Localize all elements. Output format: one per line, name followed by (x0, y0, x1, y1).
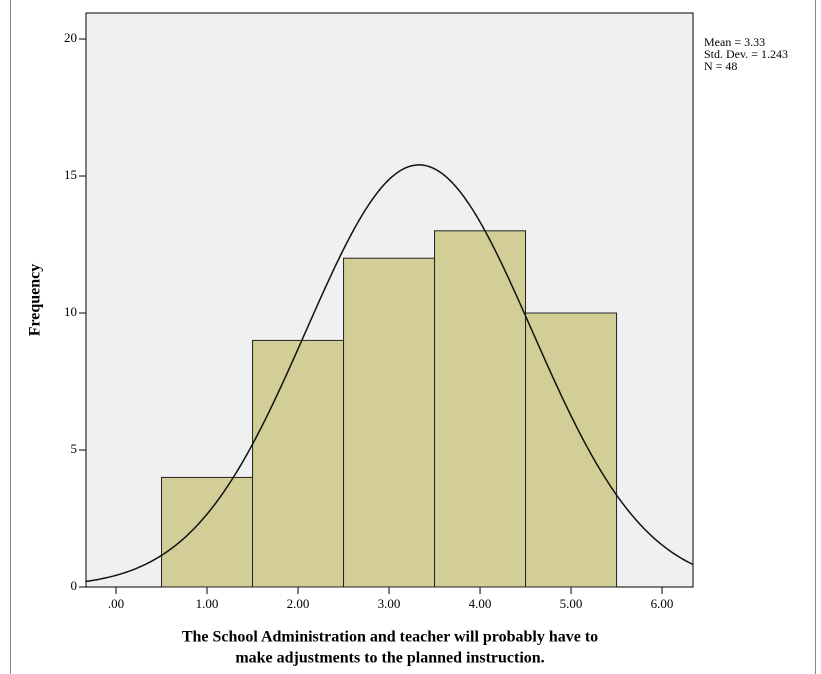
y-tick-label: 15 (64, 167, 77, 182)
x-tick-label: 5.00 (560, 596, 583, 611)
x-tick-label: 3.00 (378, 596, 401, 611)
bar (252, 339, 345, 588)
y-axis-label: Frequency (27, 264, 44, 337)
bar (161, 476, 254, 588)
x-tick-label: 6.00 (651, 596, 674, 611)
y-tick-label: 20 (64, 30, 77, 45)
y-tick-label: 0 (71, 578, 78, 593)
stats-label: Std. Dev. = 1.243 (704, 47, 788, 61)
y-tick-label: 10 (64, 304, 77, 319)
normal-curve (85, 164, 694, 583)
bar (434, 230, 527, 588)
bar (343, 257, 436, 588)
stats-label: N = 48 (704, 59, 737, 73)
y-tick-label: 5 (71, 441, 78, 456)
x-tick-label: 4.00 (469, 596, 492, 611)
x-axis-label: The School Administration and teacher wi… (182, 629, 598, 646)
stats-label: Mean = 3.33 (704, 35, 765, 49)
bar (525, 312, 618, 588)
x-tick-label: 1.00 (196, 596, 219, 611)
x-axis-label: make adjustments to the planned instruct… (235, 650, 544, 667)
x-tick-label: .00 (108, 596, 124, 611)
x-tick-label: 2.00 (287, 596, 310, 611)
